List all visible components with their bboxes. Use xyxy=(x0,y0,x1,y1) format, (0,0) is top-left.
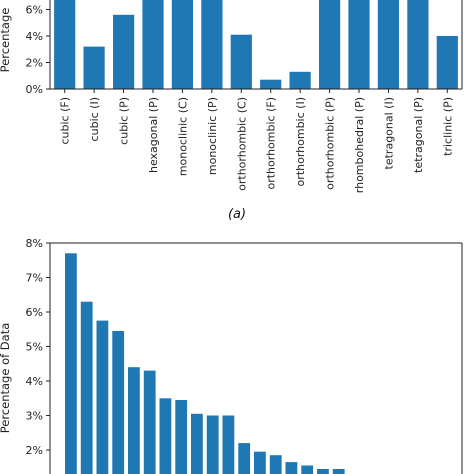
chart-a-x-tick-label: cubic (P) xyxy=(118,97,131,145)
chart-b-bar xyxy=(301,465,314,474)
chart-a-x-tick-label: cubic (F) xyxy=(59,97,72,145)
chart-b-bar xyxy=(159,398,172,474)
chart-a: 0% 2% 4% 6% cubic (F) cubic (I) cubic (P) hexa… xyxy=(0,0,463,222)
chart-a-bar xyxy=(230,34,252,89)
chart-b-y-tick-label: 4% xyxy=(26,375,43,388)
chart-a-x-tick-label: hexagonal (P) xyxy=(147,97,160,173)
chart-a-x-tick-label: tetragonal (P) xyxy=(412,97,425,173)
chart-b-y-tick-label: 8% xyxy=(26,237,43,250)
chart-a-x-tick-label: tetragonal (I) xyxy=(382,97,395,169)
chart-a-bar xyxy=(348,0,370,89)
chart-b-bar xyxy=(128,367,140,474)
chart-a-bars xyxy=(54,0,458,90)
chart-a-y-tick-label: 4% xyxy=(26,30,43,43)
chart-b-y-axis: 2% 3% 4% 5% 6% 7% 8% xyxy=(26,237,50,457)
chart-a-x-tick-label: orthorhombic (C) xyxy=(235,97,248,191)
chart-a-x-tick-label: monoclinic (P) xyxy=(206,97,219,175)
chart-a-bar xyxy=(319,0,341,89)
chart-b-y-tick-label: 5% xyxy=(26,341,43,354)
chart-a-x-axis: cubic (F) cubic (I) cubic (P) hexagonal (P)… xyxy=(59,89,454,193)
chart-b-bar xyxy=(65,253,77,474)
chart-a-x-tick-label: monoclinic (C) xyxy=(176,97,189,176)
chart-b-bar xyxy=(112,331,125,474)
chart-a-y-axis: 0% 2% 4% 6% xyxy=(26,4,50,96)
chart-a-x-tick-label: rhombohedral (P) xyxy=(353,97,366,193)
chart-a-x-tick-label: orthorhombic (P) xyxy=(324,97,337,190)
chart-b-bar xyxy=(269,455,282,474)
chart-a-caption: (a) xyxy=(228,207,246,222)
chart-a-bar xyxy=(113,14,135,89)
chart-a-x-tick-label: orthorhombic (I) xyxy=(294,97,307,186)
chart-a-bar xyxy=(201,0,223,89)
chart-b-bar xyxy=(222,415,235,474)
chart-a-bar xyxy=(377,0,399,89)
chart-b-ylabel: Percentage of Data xyxy=(0,323,12,434)
chart-b-y-tick-label: 2% xyxy=(26,444,43,457)
chart-b-bar xyxy=(175,400,188,474)
chart-a-ylabel: Percentage xyxy=(0,8,12,73)
chart-a-bar xyxy=(171,0,193,89)
chart-a-bar xyxy=(83,46,105,89)
chart-b-y-tick-label: 7% xyxy=(26,272,43,285)
chart-a-bar xyxy=(54,0,76,89)
chart-a-bar xyxy=(260,79,282,89)
chart-b-bar xyxy=(80,301,93,474)
chart-b-bar xyxy=(254,451,266,474)
chart-a-x-tick-label: triclinic (P) xyxy=(441,97,454,156)
chart-b-bar xyxy=(332,469,345,474)
chart-a-y-tick-label: 2% xyxy=(26,57,43,70)
chart-b: 2% 3% 4% 5% 6% 7% 8% Percentage of Data xyxy=(0,237,463,474)
chart-a-bar xyxy=(436,36,458,89)
chart-b-bar xyxy=(96,320,109,474)
chart-b-bars xyxy=(65,253,345,474)
chart-b-bar xyxy=(238,443,251,474)
chart-a-x-tick-label: orthorhombic (F) xyxy=(265,97,278,190)
chart-a-bar xyxy=(407,0,429,90)
chart-a-y-tick-label: 6% xyxy=(26,4,43,17)
chart-b-bar xyxy=(285,462,298,474)
chart-a-bar xyxy=(142,0,164,89)
chart-a-x-tick-label: cubic (I) xyxy=(88,97,101,141)
chart-b-y-tick-label: 6% xyxy=(26,306,43,319)
chart-b-bar xyxy=(143,370,156,474)
chart-a-y-tick-label: 0% xyxy=(26,83,43,96)
chart-b-bar xyxy=(206,415,219,474)
chart-b-y-tick-label: 3% xyxy=(26,410,43,423)
chart-b-bar xyxy=(317,469,329,474)
chart-a-bar xyxy=(289,71,311,89)
chart-b-bar xyxy=(191,413,203,474)
